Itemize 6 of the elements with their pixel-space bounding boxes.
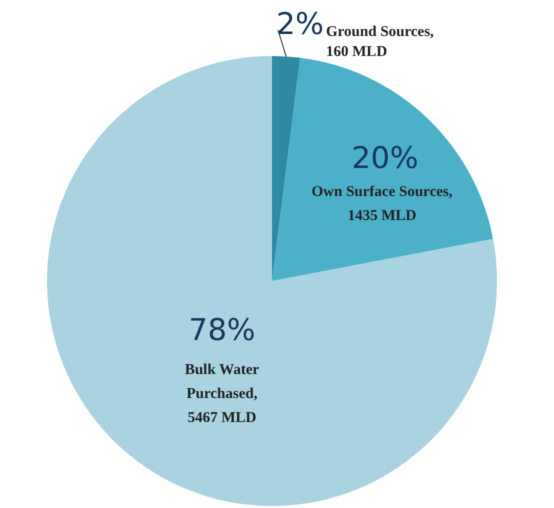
data-label: 78% (188, 313, 256, 348)
slice-label: Ground Sources, 160 MLD (326, 24, 434, 60)
data-label: 2% (276, 7, 324, 42)
slice-label: Own Surface Sources, 1435 MLD (312, 184, 453, 224)
slice-label: Bulk Water Purchased, 5467 MLD (184, 362, 260, 426)
data-label: 20% (352, 141, 418, 176)
